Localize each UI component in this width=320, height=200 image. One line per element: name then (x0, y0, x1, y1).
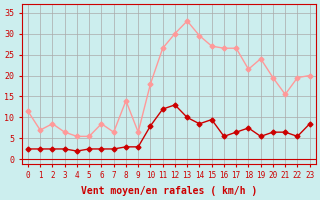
X-axis label: Vent moyen/en rafales ( km/h ): Vent moyen/en rafales ( km/h ) (81, 186, 257, 196)
